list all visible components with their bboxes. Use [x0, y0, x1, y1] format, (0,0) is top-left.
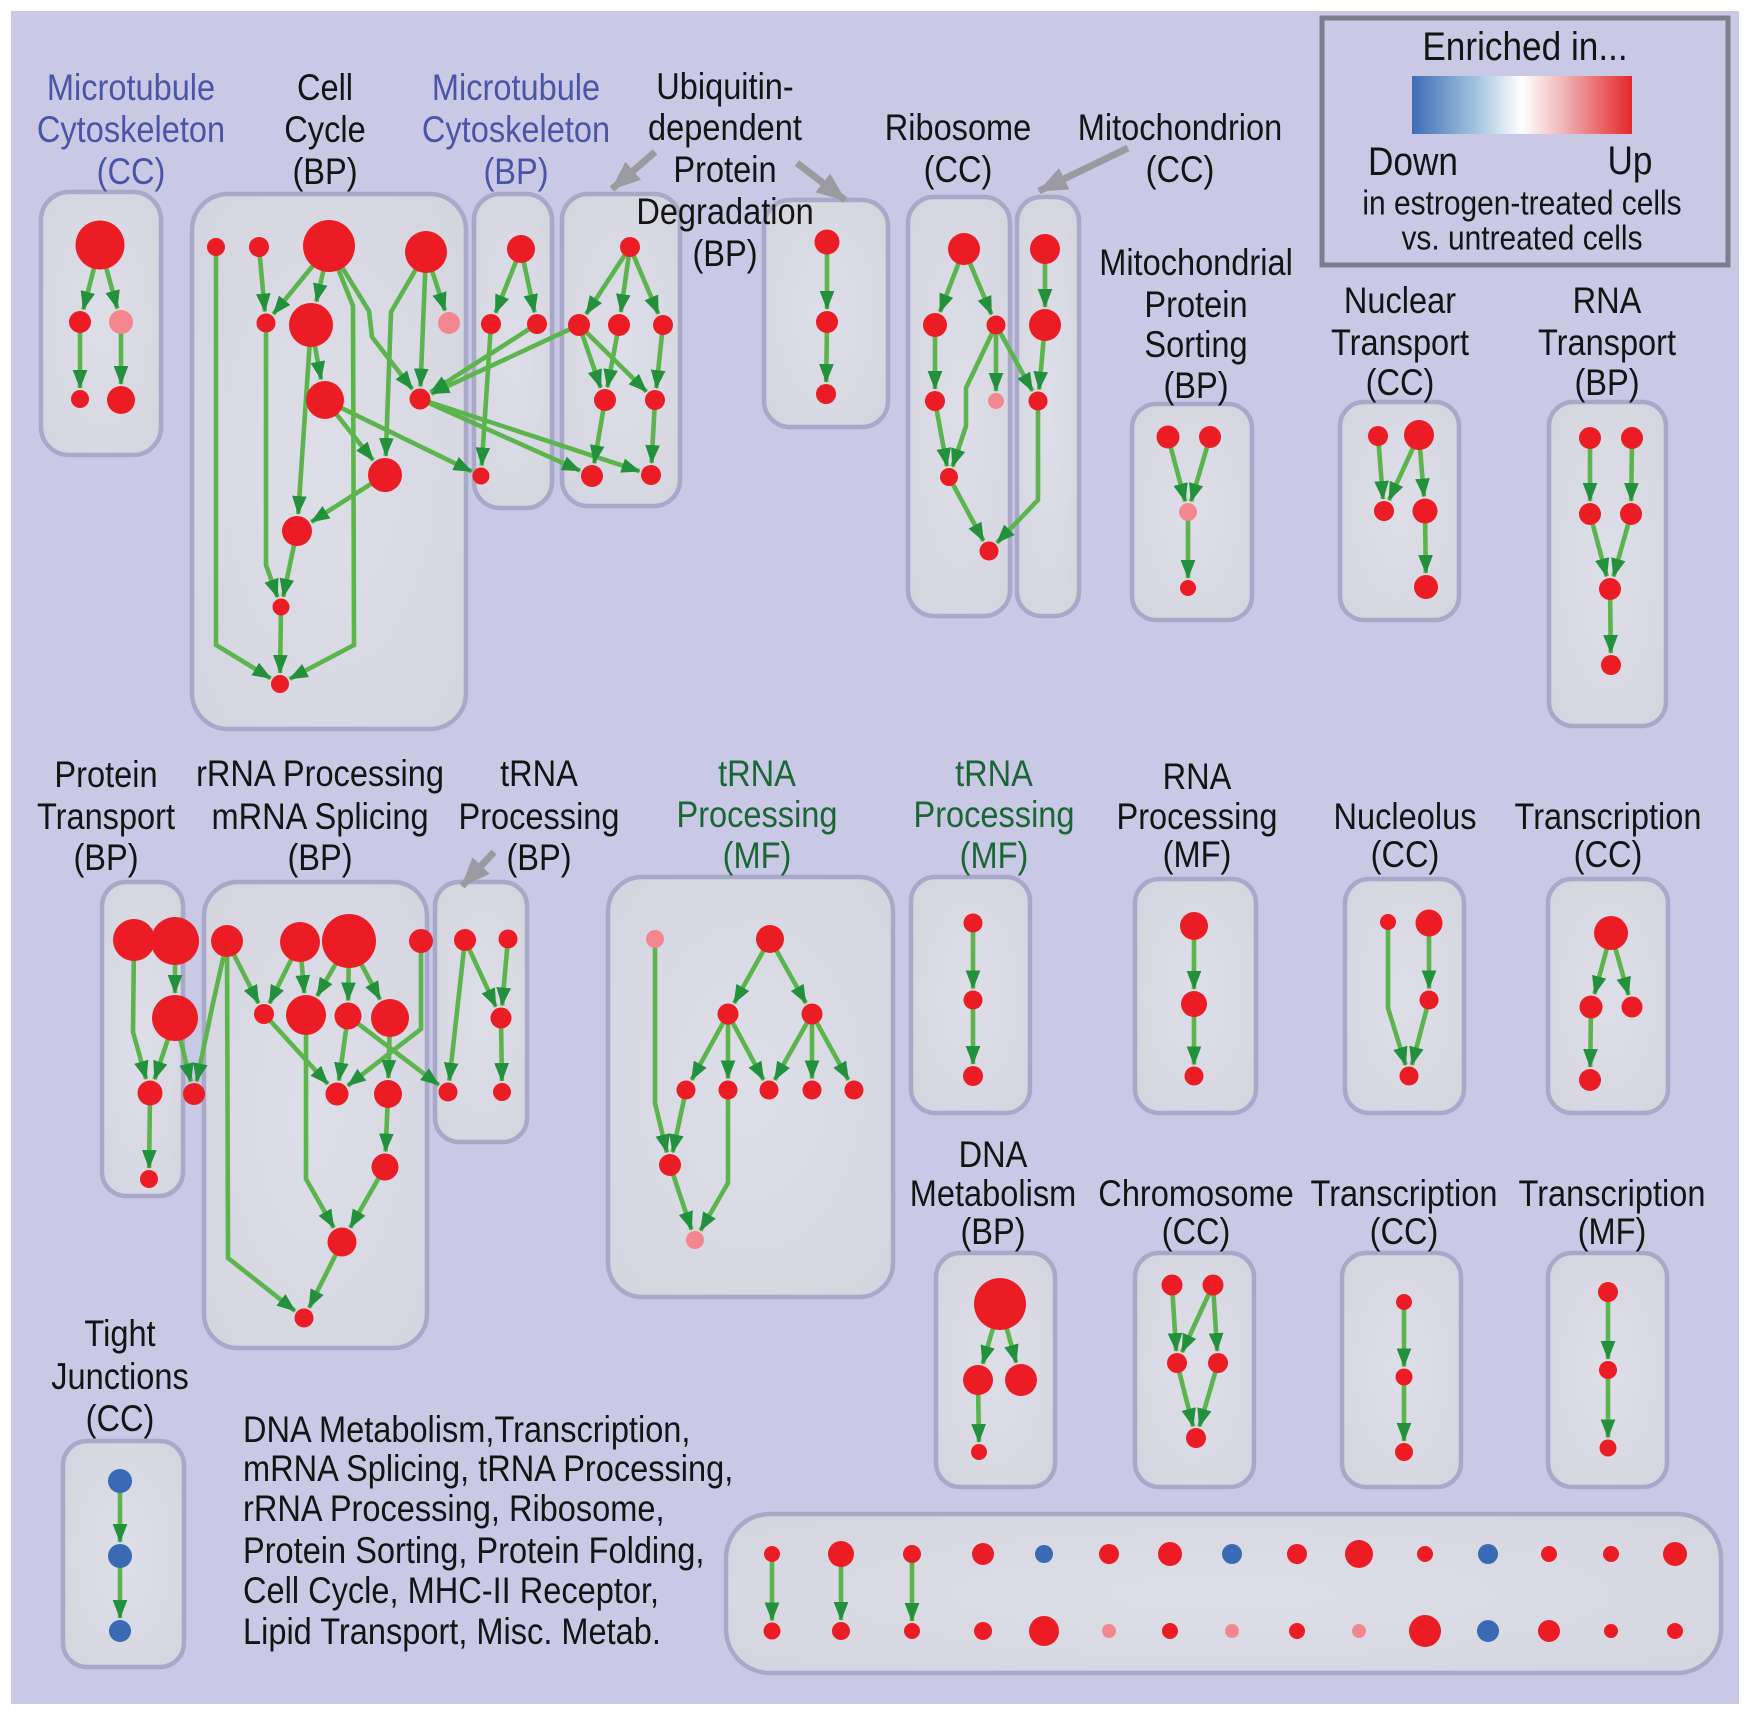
svg-text:Degradation: Degradation: [636, 191, 813, 232]
svg-text:Metabolism: Metabolism: [910, 1173, 1076, 1214]
svg-text:Mitochondrial: Mitochondrial: [1099, 242, 1293, 283]
svg-text:(BP): (BP): [1574, 362, 1639, 403]
svg-text:Processing: Processing: [913, 794, 1074, 835]
svg-text:Processing: Processing: [676, 794, 837, 835]
svg-text:Transport: Transport: [37, 796, 175, 837]
svg-text:Transport: Transport: [1331, 322, 1469, 363]
svg-text:Lipid Transport, Misc. Metab.: Lipid Transport, Misc. Metab.: [243, 1611, 661, 1652]
svg-text:Processing: Processing: [458, 796, 619, 837]
svg-text:(CC): (CC): [86, 1398, 155, 1439]
svg-text:Down: Down: [1368, 139, 1458, 184]
svg-text:Nuclear: Nuclear: [1344, 280, 1457, 321]
svg-text:(CC): (CC): [1366, 362, 1435, 403]
svg-text:tRNA: tRNA: [955, 753, 1033, 794]
svg-text:Microtubule: Microtubule: [47, 67, 215, 108]
svg-text:Transcription: Transcription: [1311, 1173, 1498, 1214]
svg-text:Mitochondrion: Mitochondrion: [1078, 107, 1282, 148]
svg-text:(MF): (MF): [1578, 1211, 1647, 1252]
svg-text:(BP): (BP): [292, 151, 357, 192]
svg-text:(CC): (CC): [1574, 834, 1643, 875]
svg-text:rRNA Processing, Ribosome,: rRNA Processing, Ribosome,: [243, 1488, 665, 1529]
svg-text:Protein Sorting, Protein Foldi: Protein Sorting, Protein Folding,: [243, 1530, 704, 1571]
svg-text:Transcription: Transcription: [1519, 1173, 1706, 1214]
svg-text:(CC): (CC): [97, 151, 166, 192]
svg-text:(MF): (MF): [960, 835, 1029, 876]
svg-text:Cell: Cell: [297, 67, 353, 108]
svg-text:(BP): (BP): [1163, 365, 1228, 406]
svg-text:RNA: RNA: [1573, 280, 1642, 321]
svg-text:tRNA: tRNA: [718, 753, 796, 794]
svg-text:Tight: Tight: [84, 1313, 155, 1354]
svg-text:(BP): (BP): [960, 1211, 1025, 1252]
svg-text:Up: Up: [1608, 138, 1653, 183]
svg-text:(BP): (BP): [73, 837, 138, 878]
svg-text:Cell Cycle, MHC-II Receptor,: Cell Cycle, MHC-II Receptor,: [243, 1570, 659, 1611]
svg-text:Transcription: Transcription: [1515, 796, 1702, 837]
svg-text:Sorting: Sorting: [1144, 324, 1247, 365]
svg-text:(CC): (CC): [1371, 834, 1440, 875]
svg-text:RNA: RNA: [1163, 756, 1232, 797]
svg-text:Chromosome: Chromosome: [1098, 1173, 1293, 1214]
svg-text:mRNA Splicing, tRNA Processing: mRNA Splicing, tRNA Processing,: [243, 1448, 733, 1489]
svg-text:Processing: Processing: [1116, 796, 1277, 837]
svg-text:in estrogen-treated cells: in estrogen-treated cells: [1362, 184, 1681, 222]
svg-text:(MF): (MF): [723, 835, 792, 876]
svg-text:(CC): (CC): [1146, 149, 1215, 190]
svg-text:(CC): (CC): [1162, 1211, 1231, 1252]
svg-text:DNA: DNA: [959, 1134, 1028, 1175]
svg-text:Enriched in...: Enriched in...: [1422, 24, 1627, 69]
svg-text:(BP): (BP): [692, 233, 757, 274]
svg-text:mRNA Splicing: mRNA Splicing: [211, 796, 428, 837]
svg-text:Transport: Transport: [1538, 322, 1676, 363]
svg-text:Nucleolus: Nucleolus: [1334, 796, 1477, 837]
svg-text:(BP): (BP): [483, 151, 548, 192]
svg-text:rRNA Processing: rRNA Processing: [196, 753, 444, 794]
svg-text:Junctions: Junctions: [51, 1356, 189, 1397]
svg-text:(CC): (CC): [924, 149, 993, 190]
svg-text:Cycle: Cycle: [284, 109, 365, 150]
svg-text:Ubiquitin-: Ubiquitin-: [656, 66, 794, 107]
svg-text:tRNA: tRNA: [500, 753, 578, 794]
svg-text:Ribosome: Ribosome: [885, 107, 1032, 148]
svg-text:(MF): (MF): [1163, 834, 1232, 875]
svg-text:Protein: Protein: [673, 149, 776, 190]
svg-text:Microtubule: Microtubule: [432, 67, 600, 108]
svg-text:(BP): (BP): [506, 837, 571, 878]
svg-text:dependent: dependent: [648, 107, 802, 148]
svg-text:Cytoskeleton: Cytoskeleton: [422, 109, 610, 150]
svg-text:Protein: Protein: [54, 754, 157, 795]
svg-text:(CC): (CC): [1370, 1211, 1439, 1252]
svg-text:Protein: Protein: [1144, 284, 1247, 325]
svg-text:DNA Metabolism,Transcription,: DNA Metabolism,Transcription,: [243, 1409, 690, 1450]
svg-text:(BP): (BP): [287, 837, 352, 878]
svg-text:Cytoskeleton: Cytoskeleton: [37, 109, 225, 150]
svg-text:vs. untreated cells: vs. untreated cells: [1401, 219, 1642, 257]
